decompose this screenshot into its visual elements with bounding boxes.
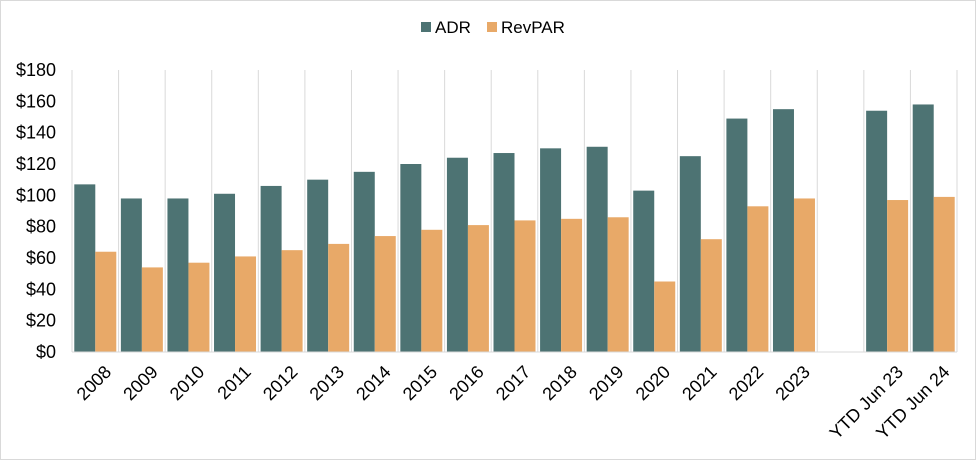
bar-revpar-ytd-jun-24 <box>933 196 955 352</box>
bar-adr-2016 <box>446 157 468 352</box>
x-tick-label: 2019 <box>585 362 627 404</box>
x-tick-label: 2010 <box>166 362 208 404</box>
bar-adr-2022 <box>726 118 748 352</box>
x-tick-label: 2009 <box>119 362 161 404</box>
y-tick-label: $20 <box>26 311 56 331</box>
bar-adr-2013 <box>307 179 329 352</box>
x-tick-label: 2014 <box>352 362 394 404</box>
bar-revpar-2015 <box>421 229 443 352</box>
bar-revpar-2009 <box>141 267 163 352</box>
bar-revpar-2012 <box>281 250 303 352</box>
vertical-gridlines <box>71 70 958 352</box>
y-tick-label: $140 <box>16 123 56 143</box>
x-tick-label: 2016 <box>445 362 487 404</box>
x-tick-label: 2012 <box>259 362 301 404</box>
legend-label-adr: ADR <box>435 18 471 37</box>
bar-revpar-2014 <box>374 236 396 352</box>
bar-adr-2012 <box>260 185 282 352</box>
x-tick-label: 2021 <box>678 362 720 404</box>
legend-label-revpar: RevPAR <box>501 18 565 37</box>
bar-adr-2009 <box>120 198 142 352</box>
bar-revpar-2022 <box>747 206 769 352</box>
bar-revpar-2023 <box>793 198 815 352</box>
bar-revpar-ytd-jun-23 <box>887 200 909 352</box>
y-tick-label: $80 <box>26 217 56 237</box>
bar-revpar-2020 <box>654 281 676 352</box>
bar-revpar-2019 <box>607 217 629 352</box>
y-tick-label: $0 <box>36 342 56 362</box>
bar-adr-2018 <box>540 148 562 352</box>
bar-adr-2019 <box>586 146 608 352</box>
x-tick-label: 2011 <box>213 362 255 404</box>
y-axis: $0 $20 $40 $60 $80 $100 $120 $140 $160 $180 <box>16 60 56 362</box>
bar-adr-ytd-jun-24 <box>912 104 934 352</box>
bar-adr-2021 <box>679 156 701 352</box>
x-tick-label: 2008 <box>73 362 115 404</box>
bar-revpar-2016 <box>467 225 489 352</box>
x-tick-label: 2020 <box>632 362 674 404</box>
bar-adr-2017 <box>493 153 515 352</box>
x-axis: 2008 2009 2010 2011 2012 2013 2014 2015 2016 2017… <box>72 351 957 443</box>
x-tick-label: 2013 <box>306 362 348 404</box>
y-tick-label: $120 <box>16 154 56 174</box>
bar-adr-2008 <box>74 184 96 352</box>
x-tick-label: 2023 <box>771 362 813 404</box>
bar-revpar-2010 <box>188 262 210 352</box>
bar-revpar-2017 <box>514 220 536 352</box>
bar-revpar-2011 <box>235 256 257 352</box>
bar-adr-2014 <box>353 171 375 352</box>
y-tick-label: $180 <box>16 60 56 80</box>
legend-swatch-adr <box>421 22 431 32</box>
legend-swatch-revpar <box>487 22 497 32</box>
bar-adr-2023 <box>772 109 794 353</box>
y-tick-label: $100 <box>16 185 56 205</box>
bar-adr-ytd-jun-23 <box>866 110 888 352</box>
bar-adr-2011 <box>214 193 236 352</box>
x-tick-label: 2017 <box>492 362 534 404</box>
bar-revpar-2013 <box>328 243 350 352</box>
bar-adr-2010 <box>167 198 189 352</box>
bar-revpar-2018 <box>561 218 583 352</box>
x-tick-label: 2015 <box>399 362 441 404</box>
bars <box>74 104 955 353</box>
y-tick-label: $40 <box>26 279 56 299</box>
x-tick-label: 2018 <box>538 362 580 404</box>
bar-revpar-2021 <box>700 239 722 352</box>
bar-adr-2015 <box>400 164 422 352</box>
y-tick-label: $60 <box>26 248 56 268</box>
y-tick-label: $160 <box>16 91 56 111</box>
bar-adr-2020 <box>633 190 655 352</box>
legend: ADR RevPAR <box>421 18 565 37</box>
bar-revpar-2008 <box>95 251 117 352</box>
x-tick-label: 2022 <box>725 362 767 404</box>
